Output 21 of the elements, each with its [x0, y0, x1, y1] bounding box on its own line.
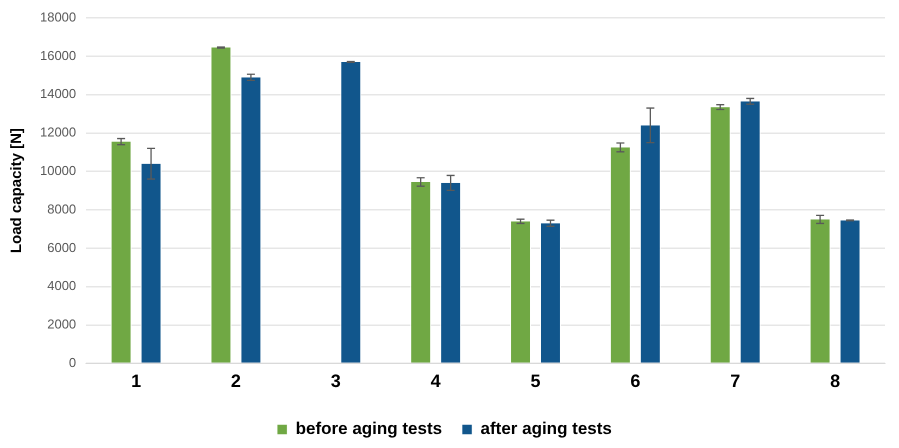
y-tick-label: 12000	[40, 124, 76, 140]
y-tick-label: 10000	[40, 162, 76, 178]
y-tick-label: 6000	[47, 240, 76, 255]
x-tick-label: 3	[330, 371, 341, 392]
y-tick-label: 14000	[40, 86, 76, 102]
x-tick-label: 8	[830, 371, 840, 392]
x-tick-label: 2	[230, 371, 241, 392]
x-tick-label: 7	[730, 371, 740, 392]
y-tick-label: 18000	[40, 9, 76, 24]
y-tick-label: 2000	[47, 316, 76, 332]
legend-label: after aging tests	[480, 419, 612, 438]
y-tick-label: 16000	[40, 48, 76, 63]
y-tick-label: 4000	[47, 278, 76, 294]
x-tick-label: 4	[430, 371, 441, 392]
y-axis-title: Load capacity [N]	[8, 128, 26, 254]
x-tick-label: 5	[530, 371, 541, 392]
x-tick-label: 1	[131, 371, 142, 392]
y-tick-label: 0	[68, 354, 76, 370]
legend-label: before aging tests	[296, 419, 442, 438]
x-tick-label: 6	[630, 371, 640, 392]
y-tick-label: 8000	[47, 201, 76, 216]
